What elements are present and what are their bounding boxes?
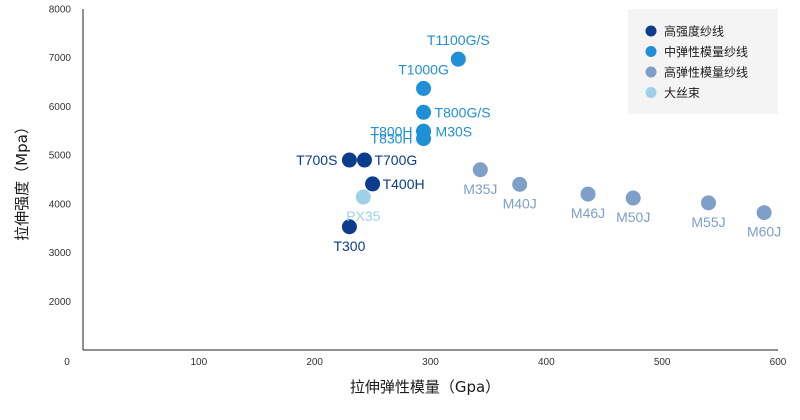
data-point [580, 186, 596, 202]
data-label: PX35 [346, 208, 380, 224]
data-point [756, 205, 772, 221]
data-label: T700S [296, 152, 337, 168]
data-label: T700G [374, 152, 417, 168]
y-axis-title: 拉伸强度（Mpa） [13, 119, 31, 241]
data-label: T830H [371, 131, 413, 147]
data-label: M46J [571, 205, 605, 221]
data-label: M30S [436, 123, 473, 139]
data-point [416, 80, 432, 96]
legend-label: 高强度纱线 [664, 24, 724, 39]
data-point [341, 152, 357, 168]
data-label: M55J [691, 214, 725, 230]
data-label: M60J [747, 224, 781, 240]
data-label: M50J [616, 209, 650, 225]
data-label: T1100G/S [427, 32, 490, 48]
data-point [625, 190, 641, 206]
y-tick-label: 4000 [49, 199, 72, 210]
data-label: M40J [503, 195, 537, 211]
y-tick-label: 5000 [49, 151, 72, 162]
y-tick-label: 2000 [49, 297, 72, 308]
data-label: T400H [383, 176, 425, 192]
data-point [472, 162, 488, 178]
x-tick-label: 0 [64, 357, 70, 368]
data-point [365, 176, 381, 192]
data-label: T300 [333, 238, 365, 254]
y-tick-labels: 2000 3000 4000 5000 6000 7000 8000 [49, 5, 72, 308]
data-point [701, 195, 716, 211]
data-point [356, 152, 372, 168]
x-tick-label: 500 [654, 357, 671, 368]
data-point [341, 219, 357, 235]
legend-label: 中弹性模量纱线 [664, 44, 748, 59]
point-labels: T300 T700S T700G T400H T1100G/S T1000G T800G/S… [296, 32, 781, 254]
x-tick-label: 300 [422, 357, 439, 368]
legend-marker [645, 66, 657, 78]
y-tick-label: 8000 [49, 5, 72, 16]
data-point [416, 104, 432, 120]
data-label: M35J [463, 181, 497, 197]
legend-marker [645, 87, 657, 98]
y-tick-label: 3000 [49, 248, 72, 259]
data-point [416, 131, 432, 147]
legend-marker [645, 46, 657, 57]
x-tick-label: 400 [538, 357, 555, 368]
data-label: T1000G [398, 61, 449, 77]
data-label: T800G/S [435, 104, 491, 120]
y-tick-label: 6000 [49, 102, 72, 113]
data-label: T800H [371, 123, 413, 139]
data-points [341, 51, 772, 235]
data-point [355, 189, 371, 205]
data-point [450, 51, 466, 67]
x-tick-label: 200 [306, 357, 323, 368]
legend-marker [645, 25, 657, 37]
y-tick-label: 7000 [49, 53, 72, 64]
legend-label: 大丝束 [664, 86, 700, 100]
x-tick-labels: 0 100 200 300 400 500 600 [64, 357, 787, 368]
x-axis-title: 拉伸弹性模量（Gpa） [350, 378, 500, 396]
x-tick-label: 600 [770, 357, 787, 368]
legend-label: 高弹性模量纱线 [664, 65, 748, 80]
x-tick-label: 100 [190, 357, 207, 368]
data-point [512, 176, 528, 192]
axes [82, 9, 778, 351]
